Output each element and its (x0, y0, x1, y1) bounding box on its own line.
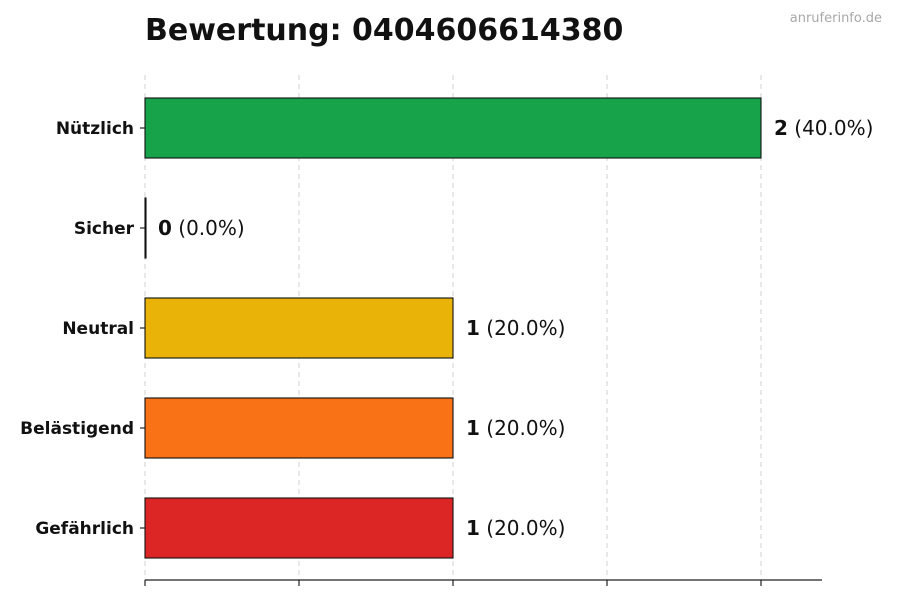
bar-neutral (144, 297, 454, 359)
bar-nuetzlich (144, 97, 762, 159)
axes (140, 127, 822, 586)
category-label-nuetzlich: Nützlich (56, 119, 134, 139)
value-label-gefaehrlich: 1 (20.0%) (466, 516, 565, 540)
value-percent-belaestigend: (20.0%) (480, 416, 566, 440)
value-count-sicher: 0 (158, 216, 172, 240)
value-count-nuetzlich: 2 (774, 116, 788, 140)
bar-gefaehrlich (144, 497, 454, 559)
category-label-belaestigend: Belästigend (20, 419, 134, 439)
labels: Nützlich 2 (40.0%) Sicher 0 (0.0%) Neutral 1 … (20, 116, 873, 540)
value-count-belaestigend: 1 (466, 416, 480, 440)
value-count-neutral: 1 (466, 316, 480, 340)
value-percent-nuetzlich: (40.0%) (788, 116, 874, 140)
category-label-gefaehrlich: Gefährlich (35, 519, 134, 539)
category-label-neutral: Neutral (62, 319, 134, 339)
value-label-sicher: 0 (0.0%) (158, 216, 245, 240)
value-label-nuetzlich: 2 (40.0%) (774, 116, 873, 140)
category-label-sicher: Sicher (74, 219, 135, 239)
value-label-neutral: 1 (20.0%) (466, 316, 565, 340)
value-label-belaestigend: 1 (20.0%) (466, 416, 565, 440)
bar-belaestigend (144, 397, 454, 459)
value-percent-neutral: (20.0%) (480, 316, 566, 340)
value-percent-gefaehrlich: (20.0%) (480, 516, 566, 540)
watermark: anruferinfo.de (790, 11, 882, 26)
chart-title: Bewertung: 0404606614380 (145, 13, 623, 48)
value-percent-sicher: (0.0%) (172, 216, 245, 240)
bar-sicher (144, 197, 147, 259)
value-count-gefaehrlich: 1 (466, 516, 480, 540)
